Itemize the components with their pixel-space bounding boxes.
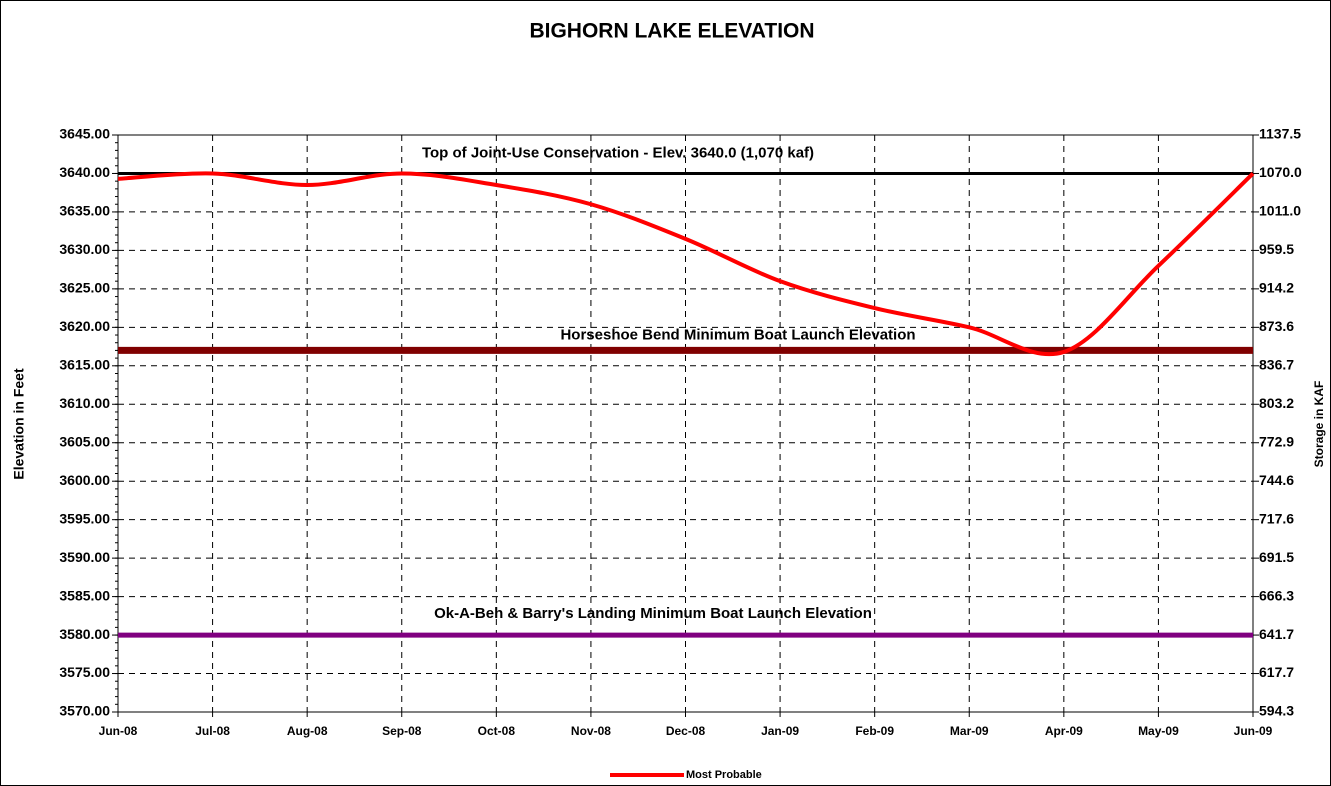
y2-tick-label: 803.2 [1259, 395, 1294, 411]
y2-tick-label: 666.3 [1259, 587, 1294, 603]
y-tick-label: 3570.00 [59, 703, 110, 719]
y2-tick-label: 873.6 [1259, 318, 1294, 334]
y-tick-label: 3630.00 [59, 241, 110, 257]
series-line [117, 171, 1255, 357]
x-tick-label: Jun-09 [1234, 724, 1273, 738]
y-tick-label: 3645.00 [59, 126, 110, 142]
x-tick-label: Aug-08 [287, 724, 328, 738]
y-tick-label: 3600.00 [59, 472, 110, 488]
plot-area [117, 134, 1254, 713]
y-tick-label: 3580.00 [59, 626, 110, 642]
y-tick-label: 3640.00 [59, 164, 110, 180]
x-tick-label: Sep-08 [382, 724, 422, 738]
y-tick-label: 3625.00 [59, 280, 110, 296]
y2-tick-label: 836.7 [1259, 357, 1294, 373]
y-axis-label: Elevation in Feet [11, 368, 27, 480]
legend-label: Most Probable [686, 769, 762, 781]
x-tick-label: Jun-08 [99, 724, 138, 738]
y2-tick-label: 617.7 [1259, 664, 1294, 680]
y2-tick-label: 717.6 [1259, 510, 1294, 526]
x-tick-label: May-09 [1138, 724, 1179, 738]
y2-tick-label: 959.5 [1259, 241, 1294, 257]
x-tick-label: Jan-09 [761, 724, 799, 738]
y-tick-label: 3635.00 [59, 203, 110, 219]
x-tick-label: Dec-08 [666, 724, 706, 738]
y2-tick-label: 594.3 [1259, 703, 1294, 719]
y2-tick-label: 1137.5 [1259, 126, 1301, 142]
chart-title: BIGHORN LAKE ELEVATION [529, 20, 814, 43]
x-tick-label: Mar-09 [950, 724, 989, 738]
y2-tick-label: 772.9 [1259, 433, 1294, 449]
y2-tick-label: 744.6 [1259, 472, 1294, 488]
x-tick-label: Jul-08 [195, 724, 230, 738]
y2-axis-label: Storage in KAF [1312, 381, 1326, 468]
y-tick-label: 3585.00 [59, 587, 110, 603]
y-tick-label: 3595.00 [59, 510, 110, 526]
reference-label: Ok-A-Beh & Barry's Landing Minimum Boat … [434, 605, 872, 622]
x-tick-label: Nov-08 [571, 724, 611, 738]
y2-tick-label: 914.2 [1259, 280, 1294, 296]
y-tick-label: 3605.00 [59, 433, 110, 449]
y-tick-label: 3575.00 [59, 664, 110, 680]
reference-label: Top of Joint-Use Conservation - Elev. 36… [422, 144, 814, 161]
x-tick-label: Apr-09 [1045, 724, 1083, 738]
y-tick-label: 3620.00 [59, 318, 110, 334]
y-tick-label: 3610.00 [59, 395, 110, 411]
y2-tick-label: 1070.0 [1259, 164, 1302, 180]
y-tick-label: 3590.00 [59, 549, 110, 565]
reference-label: Horseshoe Bend Minimum Boat Launch Eleva… [560, 326, 915, 343]
y2-tick-label: 1011.0 [1259, 203, 1301, 219]
y2-tick-label: 641.7 [1259, 626, 1294, 642]
y2-tick-label: 691.5 [1259, 549, 1294, 565]
x-tick-label: Feb-09 [855, 724, 894, 738]
x-tick-label: Oct-08 [478, 724, 516, 738]
y-tick-label: 3615.00 [59, 357, 110, 373]
